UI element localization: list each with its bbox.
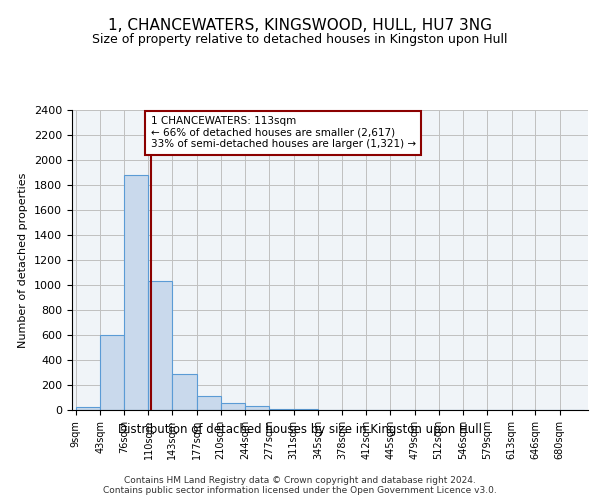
Y-axis label: Number of detached properties: Number of detached properties: [19, 172, 28, 348]
Bar: [76, 407, 100, 410]
Bar: [124, 175, 148, 410]
Bar: [197, 396, 221, 410]
Bar: [100, 335, 124, 410]
Bar: [221, 403, 245, 410]
Bar: [148, 281, 172, 410]
Text: Contains HM Land Registry data © Crown copyright and database right 2024.
Contai: Contains HM Land Registry data © Crown c…: [103, 476, 497, 495]
Text: Size of property relative to detached houses in Kingston upon Hull: Size of property relative to detached ho…: [92, 32, 508, 46]
Bar: [245, 406, 269, 410]
Bar: [172, 374, 197, 410]
Text: 1 CHANCEWATERS: 113sqm
← 66% of detached houses are smaller (2,617)
33% of semi-: 1 CHANCEWATERS: 113sqm ← 66% of detached…: [151, 116, 416, 150]
Text: 1, CHANCEWATERS, KINGSWOOD, HULL, HU7 3NG: 1, CHANCEWATERS, KINGSWOOD, HULL, HU7 3N…: [108, 18, 492, 32]
Bar: [269, 409, 293, 410]
Text: Distribution of detached houses by size in Kingston upon Hull: Distribution of detached houses by size …: [118, 422, 482, 436]
